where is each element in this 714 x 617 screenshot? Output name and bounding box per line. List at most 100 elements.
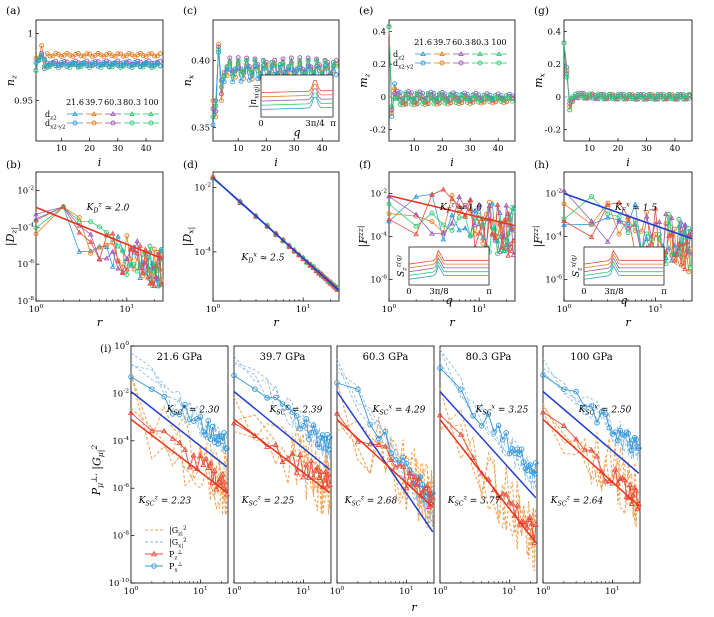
data-point	[673, 251, 680, 257]
data-point	[109, 61, 115, 67]
y-tick-label: 10-4	[545, 231, 562, 243]
inset: 0 3π/4 π q |nx(q)|	[249, 74, 336, 139]
data-point	[584, 92, 590, 98]
data-point	[462, 95, 468, 101]
data-point	[510, 237, 517, 243]
data-point	[308, 64, 314, 70]
data-point	[510, 251, 517, 257]
data-point	[420, 51, 426, 57]
g-dashed-line	[439, 424, 537, 562]
data-point	[148, 111, 154, 117]
legend-column-label: 100	[491, 38, 506, 47]
data-point	[314, 63, 320, 69]
data-point	[501, 96, 507, 102]
y-tick-label: 10-2	[17, 184, 34, 196]
data-point	[56, 62, 62, 68]
data-point	[128, 261, 134, 267]
inset-x-label: q	[293, 126, 300, 139]
data-point	[42, 56, 47, 62]
data-point	[520, 459, 527, 465]
data-point	[602, 478, 609, 484]
data-point	[472, 222, 478, 228]
data-point	[429, 494, 436, 500]
legend-column-label: 21.6	[414, 38, 432, 47]
panel-label: (a)	[6, 5, 20, 17]
data-point	[84, 63, 90, 69]
data-point	[145, 274, 151, 280]
data-point	[456, 194, 462, 200]
data-point	[598, 93, 604, 99]
data-point	[146, 62, 152, 68]
data-point	[440, 222, 446, 228]
data-point	[617, 475, 624, 482]
data-point	[588, 233, 595, 239]
data-point	[458, 386, 464, 392]
data-point	[53, 51, 59, 57]
data-point	[436, 411, 444, 418]
data-point	[476, 99, 482, 105]
data-point	[413, 211, 419, 217]
x-tick-label: 10	[584, 144, 595, 154]
data-point	[121, 53, 126, 59]
data-point	[140, 53, 146, 58]
data-point	[209, 423, 216, 430]
inset-x-tick-label: 3π/8	[604, 287, 623, 297]
data-point	[633, 487, 640, 493]
x-tick-label: 100	[382, 303, 397, 315]
data-point	[152, 60, 157, 66]
data-point	[617, 427, 624, 434]
data-point	[621, 476, 628, 483]
data-point	[140, 269, 146, 275]
data-point	[104, 242, 110, 248]
data-point	[684, 254, 690, 259]
data-point	[264, 395, 270, 401]
data-point	[33, 225, 39, 231]
x-axis-label: i	[450, 156, 454, 169]
data-point	[621, 96, 627, 102]
legend-row-label: dx2-y2	[393, 59, 414, 71]
inset-x-tick-label: π	[661, 287, 667, 297]
subpanel: 100 101 100 10-2 10-4 10-6 10-8 10-10 21.6 GPa KS…	[109, 340, 230, 597]
data-point	[389, 104, 395, 110]
data-point	[216, 475, 223, 481]
data-point	[457, 431, 464, 437]
data-point	[604, 214, 611, 220]
data-point	[318, 468, 325, 475]
y-tick-label: 10-6	[17, 258, 34, 270]
subpanel-title: 80.3 GPa	[466, 352, 512, 363]
legend-row-label: dx2-y2	[45, 119, 66, 131]
data-point	[280, 56, 286, 62]
data-point	[666, 211, 672, 217]
data-point	[602, 411, 609, 417]
data-point	[50, 53, 56, 59]
data-point	[476, 201, 482, 207]
legend-column-label: 21.6	[66, 98, 84, 107]
data-point	[498, 99, 504, 104]
x-tick-label: 30	[641, 144, 652, 154]
data-point	[148, 120, 154, 126]
series-line	[212, 52, 337, 125]
data-point	[392, 81, 398, 87]
data-point	[496, 51, 502, 57]
data-point	[588, 447, 595, 453]
fit-line-x	[336, 391, 434, 533]
data-point	[375, 441, 382, 447]
data-point	[675, 91, 681, 97]
data-point	[218, 433, 225, 439]
series-line	[408, 264, 489, 280]
data-point	[539, 408, 547, 415]
data-point	[479, 423, 485, 429]
axes-frame	[35, 171, 164, 302]
data-point	[213, 485, 220, 492]
subpanel: 100 101 39.7 GPa KSCx = 2.39 KSCz = 2.25	[227, 345, 333, 597]
data-point	[47, 63, 53, 69]
data-point	[39, 52, 45, 58]
data-point	[661, 96, 667, 102]
data-point	[70, 59, 76, 65]
data-point	[297, 55, 303, 61]
data-point	[616, 218, 622, 224]
data-point	[419, 481, 426, 488]
data-point	[322, 58, 328, 64]
data-point	[413, 223, 419, 229]
panel-label: (b)	[6, 159, 21, 171]
